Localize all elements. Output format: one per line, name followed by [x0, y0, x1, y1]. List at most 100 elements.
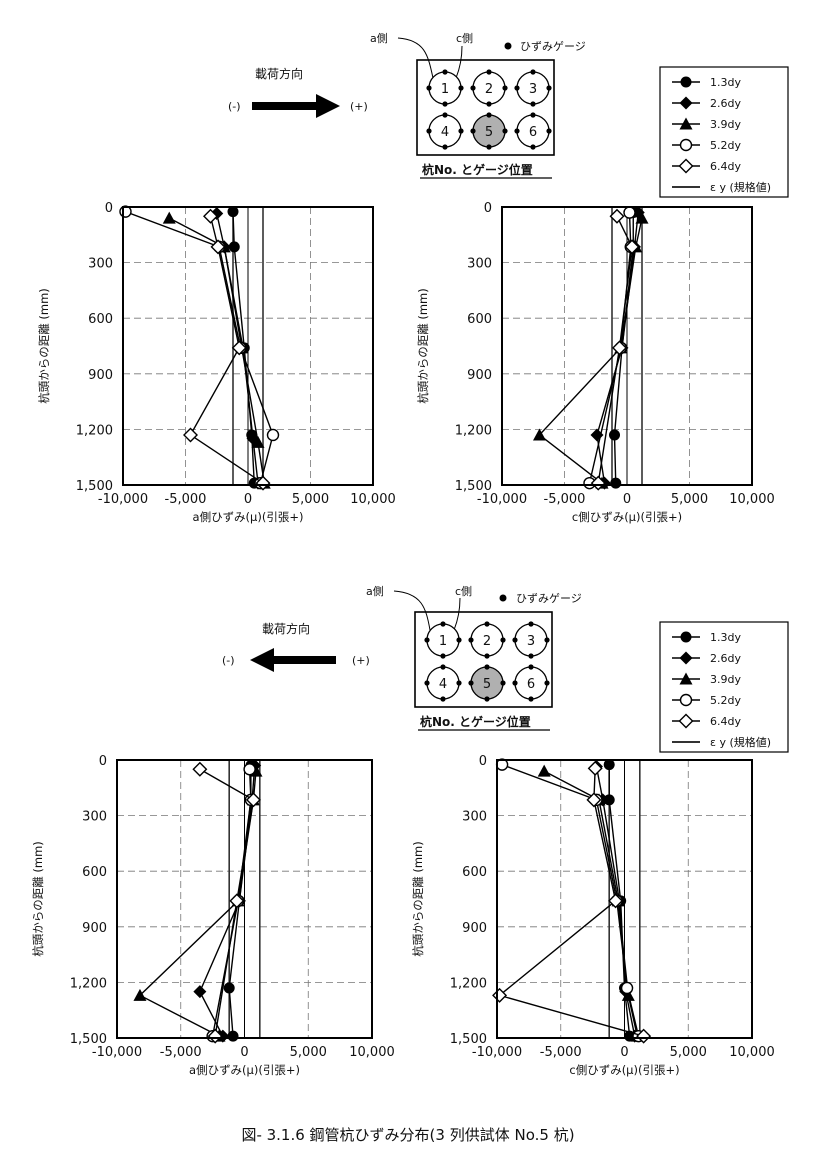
x-tick-label: 10,000 [729, 492, 775, 507]
data-point [229, 893, 245, 909]
gauge-dot-icon [442, 69, 448, 75]
y-tick-label: 1,500 [70, 1032, 107, 1047]
series-line [168, 217, 265, 484]
y-tick-label: 600 [88, 312, 113, 327]
series-line [199, 768, 255, 1037]
y-tick-label: 1,200 [455, 423, 492, 438]
gauge-dot-icon [514, 85, 520, 91]
legend-marker-icon [679, 138, 693, 152]
data-point [133, 988, 147, 1001]
pile-2: 2 [470, 69, 508, 107]
y-tick-label: 600 [462, 865, 487, 880]
y-tick-label: 300 [82, 810, 107, 825]
series-6.4dy [590, 208, 640, 491]
minus-label: (-) [222, 654, 235, 667]
data-point [251, 435, 265, 448]
legend-item: 2.6dy [672, 651, 741, 665]
plot-frame [501, 206, 753, 486]
x-tick-label: 5,000 [292, 492, 329, 507]
gauge-dot-icon [502, 128, 508, 134]
x-tick-label: 5,000 [670, 1045, 707, 1060]
series-3.9dy [537, 764, 644, 1042]
data-point [587, 760, 603, 776]
gauge-dot-icon [512, 637, 518, 643]
legend-label: 6.4dy [710, 160, 741, 173]
y-axis-label: 杭頭からの距離 (mm) [37, 288, 51, 404]
gauge-dot-icon [424, 680, 430, 686]
gauge-dot-icon [546, 128, 552, 134]
data-point [228, 241, 240, 253]
legend-label: ε y (規格値) [710, 180, 771, 194]
strain-chart-2: -10,000 -5,000 0 5,000 10,000 0 300 600 900 1,200… [416, 201, 775, 524]
pile-number: 6 [529, 125, 537, 140]
a-side-pointer [397, 37, 434, 79]
data-point [635, 211, 649, 224]
gauge-dot-icon [426, 85, 432, 91]
pile-1: 1 [426, 69, 464, 107]
y-tick-label: 600 [467, 312, 492, 327]
pile-number: 6 [527, 677, 535, 692]
y-axis-label: 杭頭からの距離 (mm) [411, 841, 425, 957]
legend-label: 2.6dy [710, 97, 741, 110]
data-point [590, 475, 606, 491]
data-point [162, 211, 176, 224]
pile-5: 5 [468, 664, 506, 702]
data-point [203, 208, 218, 224]
x-tick-label: 0 [620, 1045, 628, 1060]
gauge-dot-icon [486, 101, 492, 107]
legend-bottom: 1.3dy 2.6dy 3.9dy 5.2dy 6.4dy ε y (規格値) [659, 621, 789, 753]
x-tick-label: 10,000 [729, 1045, 775, 1060]
data-point [183, 427, 198, 443]
legend-label: ε y (規格値) [710, 735, 771, 749]
gauge-dot-icon [440, 653, 446, 659]
x-tick-label: 10,000 [350, 492, 396, 507]
load-arrow-left-icon [250, 648, 336, 672]
diagram-caption: 杭No. とゲージ位置 [420, 714, 531, 729]
data-point [610, 477, 622, 489]
pile-number: 4 [441, 125, 449, 140]
y-tick-label: 1,200 [450, 976, 487, 991]
data-point [624, 239, 640, 255]
x-tick-label: 0 [244, 492, 252, 507]
gauge-dot-icon [530, 69, 536, 75]
gauge-dot-icon [530, 144, 536, 150]
gauge-dot-icon [456, 680, 462, 686]
pile-number: 3 [529, 82, 537, 97]
y-tick-label: 900 [88, 368, 113, 383]
c-side-pointer [453, 597, 461, 631]
gauge-dot-icon [442, 112, 448, 118]
x-tick-label: 0 [623, 492, 631, 507]
y-tick-label: 0 [484, 201, 492, 216]
legend-item: 2.6dy [672, 96, 741, 110]
pile-1: 1 [424, 621, 462, 659]
legend-marker-icon [678, 713, 694, 729]
data-point [586, 792, 602, 808]
gauge-dot-icon [458, 85, 464, 91]
legend-label: 5.2dy [710, 694, 741, 707]
data-point [636, 1028, 652, 1044]
pile-layout-diagram: 1 2 3 4 5 6 [414, 611, 553, 708]
x-tick-label: 0 [240, 1045, 248, 1060]
x-tick-label: -5,000 [544, 492, 586, 507]
legend-label: 6.4dy [710, 715, 741, 728]
gauge-dot-icon [504, 42, 512, 50]
x-tick-label: -10,000 [98, 492, 148, 507]
data-point [609, 429, 620, 441]
gauge-dot-icon [442, 101, 448, 107]
series-6.4dy [192, 761, 261, 1044]
gauge-dot-icon [486, 69, 492, 75]
y-tick-label: 1,200 [70, 976, 107, 991]
gauge-dot-icon [500, 680, 506, 686]
plus-label: (+) [352, 654, 370, 667]
plot-frame [496, 759, 753, 1039]
legend-marker-icon [679, 96, 693, 110]
legend-label: 3.9dy [710, 673, 741, 686]
y-tick-label: 300 [88, 257, 113, 272]
y-tick-label: 1,500 [455, 479, 492, 494]
gauge-dot-icon [528, 653, 534, 659]
pile-number: 1 [441, 82, 449, 97]
pile-number: 3 [527, 634, 535, 649]
gauge-dot-icon [440, 621, 446, 627]
pile-3: 3 [514, 69, 552, 107]
legend-marker-icon [680, 631, 692, 643]
